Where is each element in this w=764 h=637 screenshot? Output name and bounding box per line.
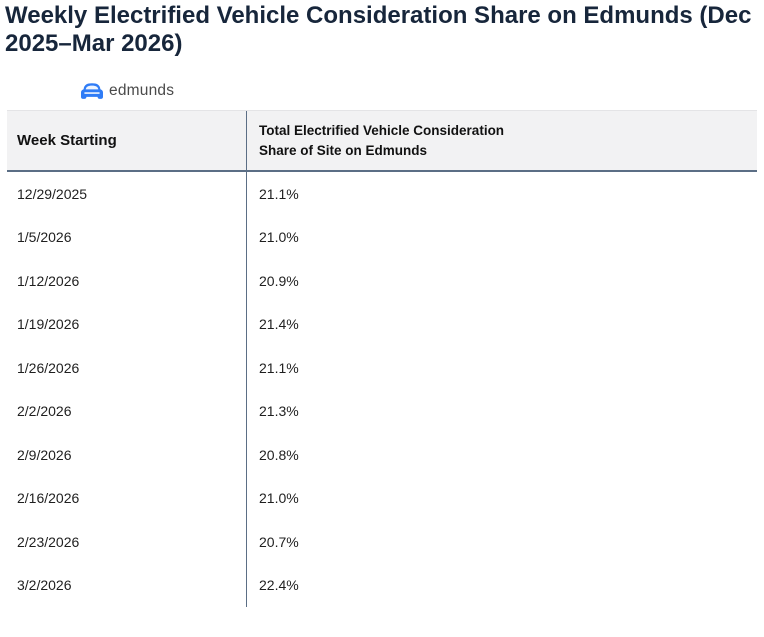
page-title: Weekly Electrified Vehicle Consideration…: [5, 2, 752, 57]
share-cell: 21.1%: [246, 172, 757, 216]
column-header-week-starting: Week Starting: [17, 132, 117, 149]
table-row: 1/19/2026 21.4%: [7, 302, 757, 346]
consideration-share-table: Week Starting Total Electrified Vehicle …: [7, 110, 757, 607]
table-row: 12/29/2025 21.1%: [7, 172, 757, 216]
table-row: 2/23/2026 20.7%: [7, 520, 757, 564]
week-cell: 12/29/2025: [17, 185, 88, 202]
week-cell: 2/23/2026: [17, 533, 80, 550]
table-row: 3/2/2026 22.4%: [7, 563, 757, 607]
table-body: 12/29/2025 21.1% 1/5/2026 21.0% 1/12/202…: [7, 172, 757, 607]
week-cell: 3/2/2026: [17, 577, 72, 594]
column-header-consideration-share: Total Electrified Vehicle Consideration …: [246, 111, 757, 170]
week-cell: 1/5/2026: [17, 229, 72, 246]
share-cell: 22.4%: [246, 563, 757, 607]
week-cell: 2/9/2026: [17, 446, 72, 463]
logo-brand-text: edmunds: [109, 82, 175, 99]
share-cell: 20.9%: [246, 259, 757, 303]
table-header-row: Week Starting Total Electrified Vehicle …: [7, 110, 757, 172]
week-cell: 2/16/2026: [17, 490, 80, 507]
table-row: 2/9/2026 20.8%: [7, 433, 757, 477]
share-cell: 20.8%: [246, 433, 757, 477]
week-cell: 1/12/2026: [17, 272, 80, 289]
table-row: 1/12/2026 20.9%: [7, 259, 757, 303]
share-cell: 21.4%: [246, 302, 757, 346]
table-row: 2/16/2026 21.0%: [7, 476, 757, 520]
week-cell: 1/26/2026: [17, 359, 80, 376]
share-cell: 21.3%: [246, 389, 757, 433]
share-cell: 21.1%: [246, 346, 757, 390]
table-row: 1/5/2026 21.0%: [7, 215, 757, 259]
table-row: 2/2/2026 21.3%: [7, 389, 757, 433]
week-cell: 2/2/2026: [17, 403, 72, 420]
share-cell: 21.0%: [246, 476, 757, 520]
car-icon: [81, 82, 103, 101]
table-row: 1/26/2026 21.1%: [7, 346, 757, 390]
edmunds-logo: edmunds: [81, 81, 764, 101]
share-cell: 20.7%: [246, 520, 757, 564]
share-cell: 21.0%: [246, 215, 757, 259]
week-cell: 1/19/2026: [17, 316, 80, 333]
